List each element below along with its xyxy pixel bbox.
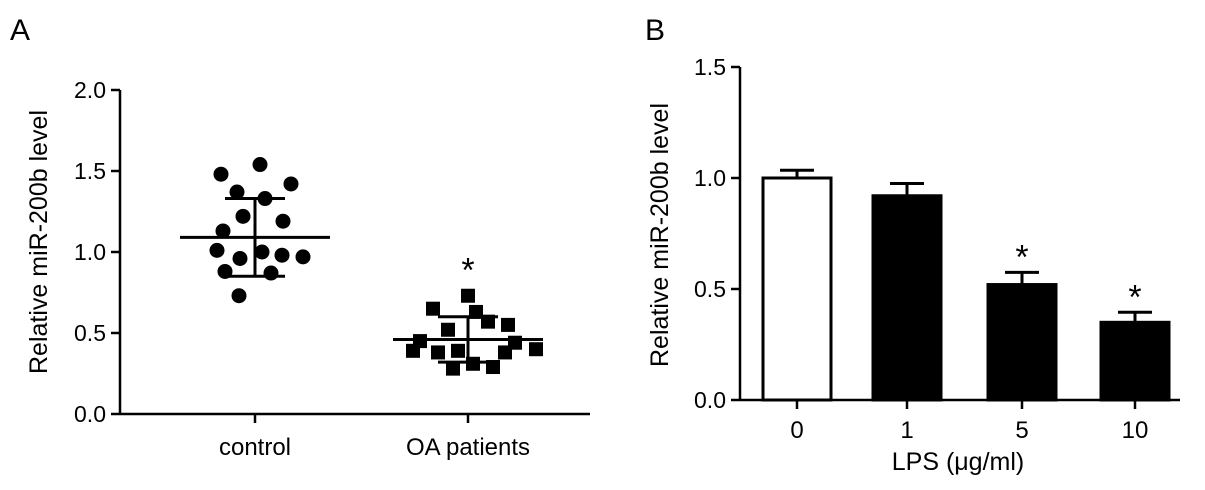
panel-a-data-point-control: [213, 166, 229, 182]
panel-a-data-point-control: [283, 176, 299, 192]
panel-a-data-point-oa-patients: [446, 361, 460, 376]
panel-b-y-tick-label: 0.5: [694, 276, 726, 302]
panel-b-bar-5: [986, 283, 1058, 402]
panel-a-y-tick-label: 0.0: [74, 401, 106, 427]
panel-a-data-point-control: [235, 208, 251, 224]
panel-a-data-point-control: [229, 184, 245, 200]
panel-a-y-tick-label: 1.5: [74, 158, 106, 184]
panel-b-bar-10: [1099, 320, 1171, 402]
panel-a-data-point-control: [254, 244, 270, 260]
panel-b-x-tick-label: 5: [1015, 417, 1028, 444]
panel-b-letter: B: [645, 14, 665, 47]
panel-a-data-point-oa-patients: [451, 343, 465, 358]
panel-a-y-tick-label: 2.0: [74, 77, 106, 103]
panel-a-data-point-control: [274, 247, 290, 263]
panel-b-y-tick-label: 1.0: [694, 165, 726, 191]
panel-a-data-point-oa-patients: [426, 301, 440, 316]
panel-a-y-tick-label: 1.0: [74, 239, 106, 265]
panel-b-y-tick-label: 1.5: [694, 54, 726, 80]
panel-a-data-point-oa-patients: [441, 322, 455, 337]
panel-b-significance-marker: *: [1128, 278, 1141, 316]
panel-b-x-axis-title: LPS (μg/ml): [892, 448, 1024, 476]
panel-a-y-tick-label: 0.5: [74, 320, 106, 346]
panel-b-bar-0: [761, 176, 833, 402]
panel-a-data-point-control: [232, 250, 248, 266]
panel-a-data-point-oa-patients: [461, 288, 475, 303]
panel-a: A Relative miR-200b level 0.0 0.5 1.0 1.5 2.…: [10, 14, 590, 461]
panel-a-data-point-control: [252, 157, 268, 173]
panel-a-data-point-oa-patients: [431, 345, 445, 360]
panel-a-data-point-oa-patients: [501, 317, 515, 332]
panel-a-letter: A: [10, 14, 30, 47]
panel-b-y-tick-label: 0.0: [694, 387, 726, 413]
panel-a-data-point-control: [231, 288, 247, 304]
panel-a-x-tick-label: control: [219, 434, 291, 461]
panel-a-y-axis-title: Relative miR-200b level: [25, 110, 53, 374]
panel-a-data-point-control: [263, 265, 279, 281]
panel-a-data-point-control: [275, 213, 291, 229]
panel-b-y-axis-title: Relative miR-200b level: [646, 103, 674, 367]
panel-a-data-point-oa-patients: [498, 345, 512, 360]
panel-b: B Relative miR-200b level 0.0 0.5 1.0 1.5 0…: [645, 14, 1180, 476]
panel-a-data-point-control: [209, 242, 225, 258]
panel-a-data-point-oa-patients: [406, 343, 420, 358]
panel-a-data-point-control: [215, 223, 231, 239]
panel-a-x-tick-label: OA patients: [406, 434, 530, 461]
panel-b-bar-1: [871, 194, 943, 402]
panel-b-x-tick-label: 0: [790, 417, 803, 444]
panel-b-x-tick-label: 10: [1122, 417, 1149, 444]
panel-a-data-point-oa-patients: [529, 342, 543, 357]
panel-b-significance-marker: *: [1015, 238, 1028, 276]
panel-a-significance-marker: *: [461, 252, 474, 290]
panel-b-x-tick-label: 1: [900, 417, 913, 444]
panel-a-data-point-control: [295, 249, 311, 265]
